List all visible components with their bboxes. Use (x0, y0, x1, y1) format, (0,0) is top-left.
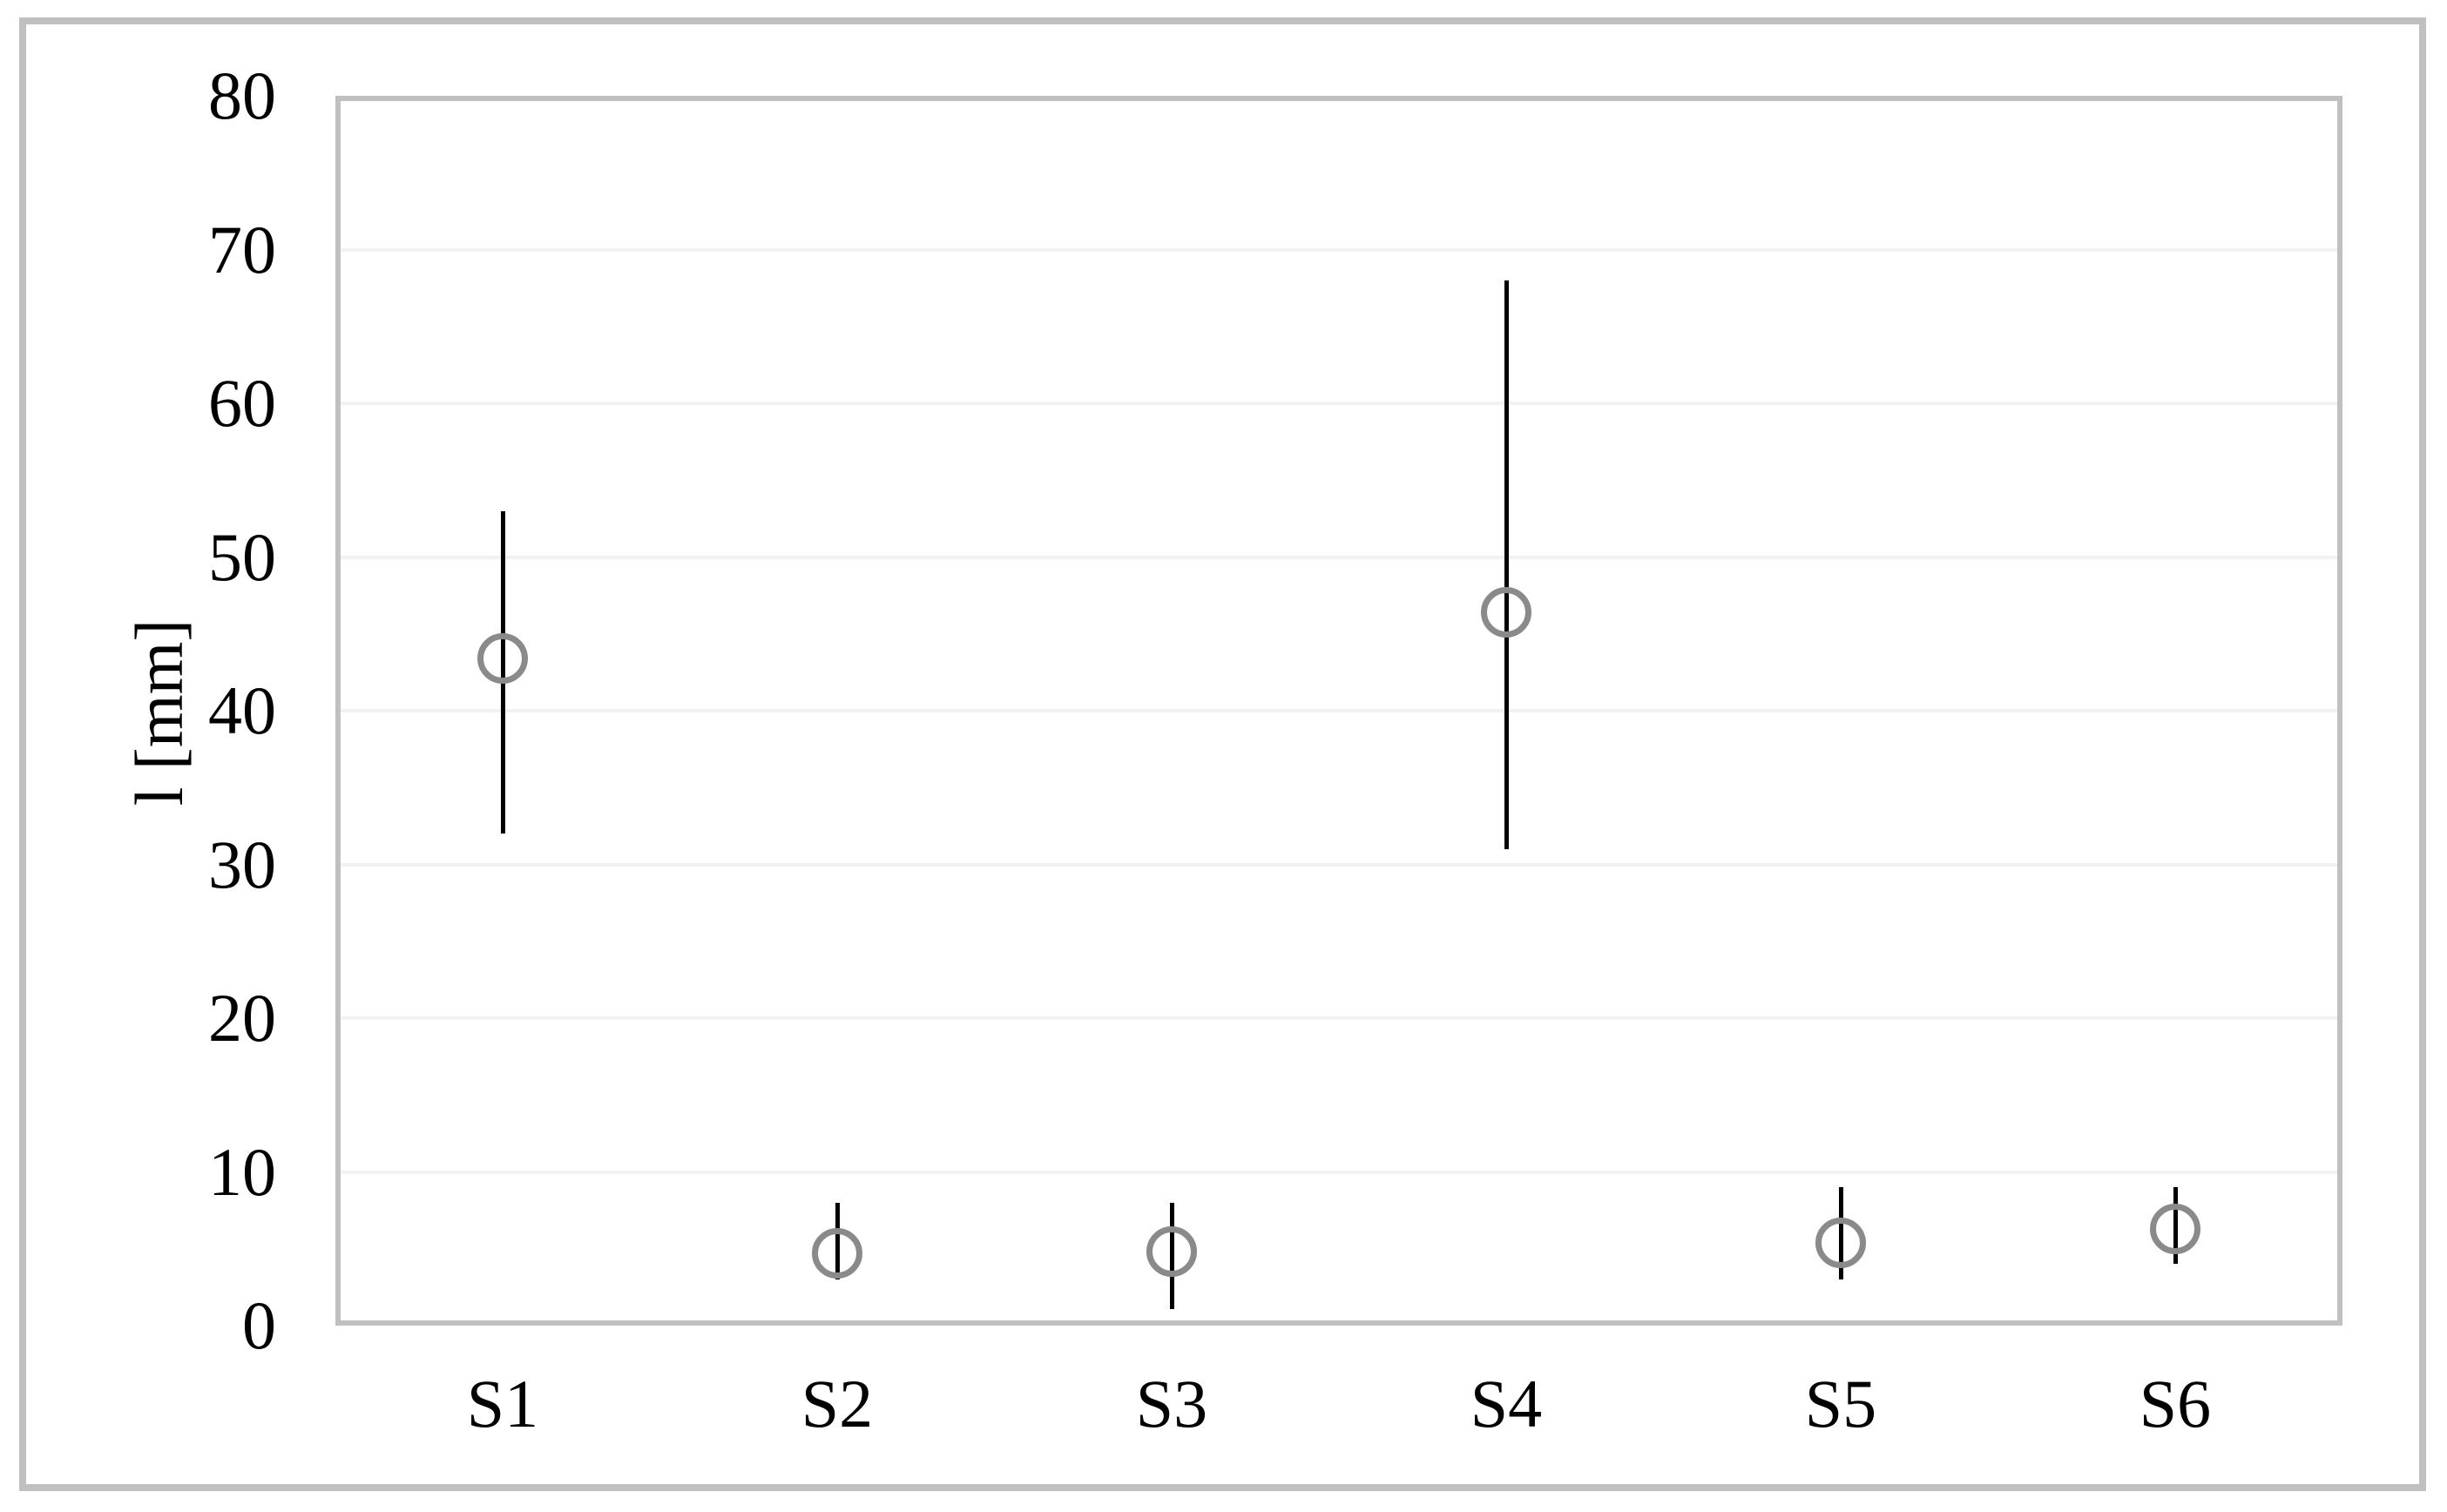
gridline (335, 1170, 2342, 1174)
y-tick-label: 40 (208, 672, 276, 748)
y-tick-label: 0 (242, 1287, 276, 1363)
y-tick-label: 20 (208, 980, 276, 1056)
y-tick-label: 60 (208, 365, 276, 441)
data-point-marker (477, 632, 528, 684)
x-category-label: S1 (466, 1366, 539, 1441)
gridline (335, 862, 2342, 867)
gridline (335, 247, 2342, 252)
data-point-marker (812, 1228, 862, 1279)
x-category-label: S5 (1804, 1366, 1877, 1441)
gridline (335, 1016, 2342, 1020)
y-tick-label: 70 (208, 211, 276, 287)
x-category-label: S4 (1470, 1366, 1543, 1441)
data-point-marker (1815, 1217, 1866, 1268)
y-tick-label: 50 (208, 518, 276, 595)
x-category-label: S2 (801, 1366, 874, 1441)
gridline (335, 402, 2342, 405)
data-point-marker (2150, 1203, 2200, 1254)
plot-area (335, 96, 2342, 1326)
error-bar (1504, 280, 1509, 849)
y-tick-label: 80 (208, 57, 276, 133)
x-category-label: S6 (2139, 1366, 2212, 1441)
x-category-label: S3 (1135, 1366, 1208, 1441)
gridline (335, 709, 2342, 712)
data-point-marker (1481, 587, 1531, 638)
y-tick-label: 10 (208, 1133, 276, 1210)
figure-border (19, 17, 2426, 1491)
data-point-marker (1146, 1226, 1197, 1278)
gridline (335, 555, 2342, 559)
y-tick-label: 30 (208, 826, 276, 902)
